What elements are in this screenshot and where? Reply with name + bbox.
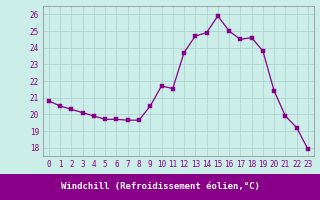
- Text: Windchill (Refroidissement éolien,°C): Windchill (Refroidissement éolien,°C): [60, 182, 260, 192]
